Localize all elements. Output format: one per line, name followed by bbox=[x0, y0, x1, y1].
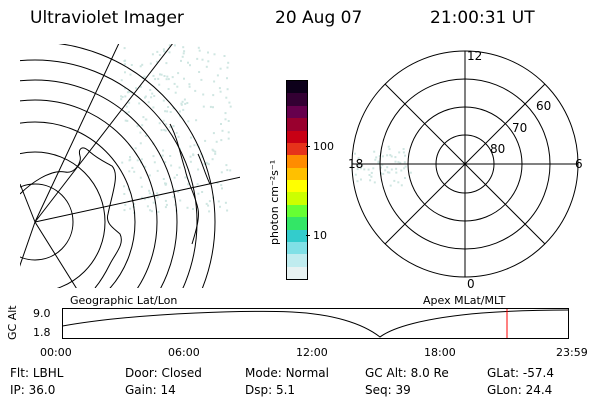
apex-mlat-label: Apex MLat/MLT bbox=[423, 294, 506, 307]
colorbar-segment bbox=[287, 217, 307, 230]
date-label: 20 Aug 07 bbox=[275, 8, 363, 28]
y-tick-9: 9.0 bbox=[33, 307, 51, 320]
colorbar-segment bbox=[287, 105, 307, 119]
colorbar-segment bbox=[287, 254, 307, 267]
y-tick-1-8: 1.8 bbox=[33, 326, 51, 339]
colorbar-segment bbox=[287, 241, 307, 255]
mlt-label-18: 18 bbox=[348, 157, 363, 171]
geographic-map bbox=[20, 44, 240, 288]
colorbar-segment bbox=[287, 229, 307, 242]
aurora-speckle bbox=[120, 44, 232, 214]
status-glon: GLon: 24.4 bbox=[487, 383, 553, 397]
colorbar-tick-mark-100 bbox=[306, 146, 310, 147]
colorbar-tick-10: 10 bbox=[313, 229, 327, 242]
colorbar-segment bbox=[287, 180, 307, 193]
gc-alt-axis-title: GC Alt bbox=[6, 305, 19, 340]
status-door: Door: Closed bbox=[125, 366, 202, 380]
status-seq: Seq: 39 bbox=[365, 383, 411, 397]
x-tick-2359: 23:59 bbox=[556, 346, 588, 359]
colorbar-segment bbox=[287, 167, 307, 180]
colorbar-unit-label: photon cm⁻²s⁻¹ bbox=[268, 159, 281, 245]
status-flt: Flt: LBHL bbox=[10, 366, 64, 380]
colorbar-unit-wrap: photon cm⁻²s⁻¹ bbox=[268, 75, 282, 245]
polar-aurora-speckle bbox=[350, 145, 412, 187]
polar-plot: 12 18 6 0 60 70 80 bbox=[348, 50, 583, 290]
x-tick-1800: 18:00 bbox=[424, 346, 456, 359]
status-gain: Gain: 14 bbox=[125, 383, 176, 397]
colorbar bbox=[286, 80, 308, 280]
status-dsp: Dsp: 5.1 bbox=[245, 383, 296, 397]
lat-label-70: 70 bbox=[512, 121, 527, 135]
lat-label-80: 80 bbox=[490, 142, 505, 156]
colorbar-segment bbox=[287, 155, 307, 168]
x-tick-0000: 00:00 bbox=[40, 346, 72, 359]
instrument-title: Ultraviolet Imager bbox=[30, 8, 184, 28]
colorbar-segment bbox=[287, 118, 307, 131]
x-tick-1200: 12:00 bbox=[296, 346, 328, 359]
mlt-label-12: 12 bbox=[467, 50, 482, 63]
status-mode: Mode: Normal bbox=[245, 366, 329, 380]
altitude-curve bbox=[62, 309, 570, 338]
status-gc-alt: GC Alt: 8.0 Re bbox=[365, 366, 449, 380]
altitude-timeline bbox=[62, 308, 570, 339]
colorbar-tick-100: 100 bbox=[313, 140, 334, 153]
lat-label-60: 60 bbox=[536, 99, 551, 113]
colorbar-segment bbox=[287, 204, 307, 218]
time-label: 21:00:31 UT bbox=[430, 8, 535, 28]
colorbar-segment bbox=[287, 266, 307, 279]
colorbar-tick-mark-10 bbox=[306, 235, 310, 236]
colorbar-segment bbox=[287, 130, 307, 143]
colorbar-segment bbox=[287, 81, 307, 94]
status-ip: IP: 36.0 bbox=[10, 383, 56, 397]
x-tick-0600: 06:00 bbox=[168, 346, 200, 359]
mlt-label-0: 0 bbox=[467, 277, 475, 290]
mlt-label-6: 6 bbox=[575, 157, 583, 171]
colorbar-segment bbox=[287, 192, 307, 205]
status-glat: GLat: -57.4 bbox=[487, 366, 554, 380]
colorbar-segment bbox=[287, 142, 307, 156]
colorbar-segment bbox=[287, 93, 307, 106]
geo-latlon-label: Geographic Lat/Lon bbox=[70, 294, 178, 307]
